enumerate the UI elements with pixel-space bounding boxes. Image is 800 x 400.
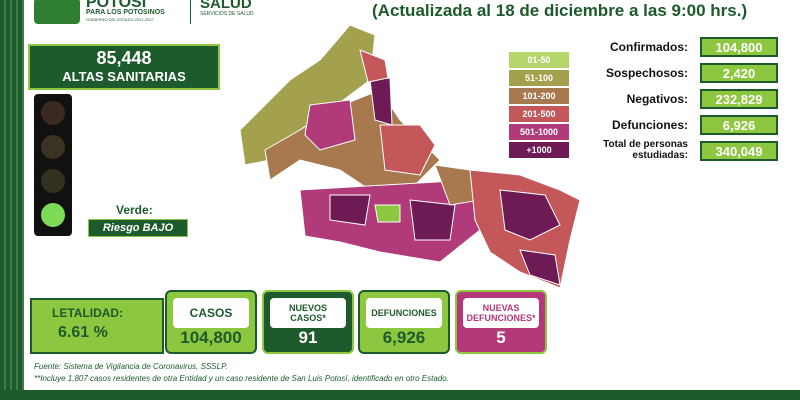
- recovered-label: ALTAS SANITARIAS: [62, 69, 186, 84]
- summary-label: DEFUNCIONES: [366, 298, 442, 328]
- lethality-box: LETALIDAD: 6.61 %: [30, 298, 164, 354]
- footnote: Fuente: Sistema de Vigilancia de Coronav…: [34, 362, 228, 371]
- stat-label: Total de personas estudiadas:: [603, 139, 688, 161]
- stat-label: Confirmados:: [610, 40, 688, 54]
- legend-item: 101-200: [508, 87, 570, 105]
- stat-value: 232,829: [700, 89, 778, 109]
- summary-label: NUEVAS DEFUNCIONES*: [463, 298, 539, 328]
- summary-box: NUEVAS DEFUNCIONES* 5: [455, 290, 547, 354]
- summary-box: DEFUNCIONES 6,926: [358, 290, 450, 354]
- footnote: **Incluye 1,807 casos residentes de otra…: [34, 374, 449, 383]
- summary-label: NUEVOS CASOS*: [270, 298, 346, 328]
- logo-title: POTOSÍ: [86, 0, 147, 11]
- legend-item: 01-50: [508, 51, 570, 69]
- summary-value: 6,926: [382, 328, 426, 347]
- separator: [190, 0, 191, 24]
- legend-item: 51-100: [508, 69, 570, 87]
- light-orange: [41, 135, 65, 159]
- map-region: [409, 199, 456, 241]
- lethality-label: LETALIDAD:: [52, 306, 124, 320]
- logo-subtitle: PARA LOS POTOSINOS: [86, 9, 165, 16]
- recovered-box: 85,448 ALTAS SANITARIAS: [28, 44, 220, 90]
- stat-label: Defunciones:: [611, 118, 688, 132]
- legend-item: 201-500: [508, 105, 570, 123]
- map-region: [379, 124, 436, 176]
- map-region: [519, 249, 561, 286]
- summary-box: CASOS 104,800: [165, 290, 257, 354]
- summary-label: CASOS: [173, 298, 249, 328]
- agency-caption: SERVICIOS DE SALUD: [200, 11, 254, 17]
- light-yellow: [41, 169, 65, 193]
- agency: SALUD: [200, 0, 252, 12]
- logo: POTOSÍ PARA LOS POTOSINOS GOBIERNO DEL E…: [34, 0, 184, 28]
- stat-value: 6,926: [700, 115, 778, 135]
- summary-value: 5: [496, 328, 506, 347]
- map-region: [499, 189, 561, 241]
- light-red: [41, 101, 65, 125]
- summary-box: NUEVOS CASOS* 91: [262, 290, 354, 354]
- recovered-value: 85,448: [96, 48, 152, 68]
- risk-color: Verde:: [116, 203, 153, 217]
- map-region: [329, 194, 371, 226]
- update-title: (Actualizada al 18 de diciembre a las 9:…: [372, 1, 748, 20]
- traffic-light: [34, 94, 72, 236]
- map-region: [304, 99, 356, 151]
- light-green: [41, 203, 65, 227]
- map-region: [359, 49, 389, 83]
- bottom-bar: [0, 390, 800, 400]
- stat-value: 340,049: [700, 141, 778, 161]
- legend-item: 501-1000: [508, 123, 570, 141]
- risk-level: Riesgo BAJO: [88, 219, 188, 237]
- stat-value: 2,420: [700, 63, 778, 83]
- lethality-value: 6.61 %: [58, 324, 108, 341]
- logo-icon: [34, 0, 80, 24]
- logo-caption: GOBIERNO DEL ESTADO 2021-2027: [86, 17, 154, 22]
- summary-value: 91: [298, 328, 318, 347]
- stat-label: Sospechosos:: [605, 66, 688, 80]
- stat-value: 104,800: [700, 37, 778, 57]
- map-region: [374, 204, 401, 223]
- summary-value: 104,800: [180, 328, 242, 347]
- side-stripe: [0, 0, 24, 400]
- stat-label: Negativos:: [626, 92, 688, 106]
- traffic-light-body: [34, 94, 72, 236]
- legend-item: +1000: [508, 141, 570, 159]
